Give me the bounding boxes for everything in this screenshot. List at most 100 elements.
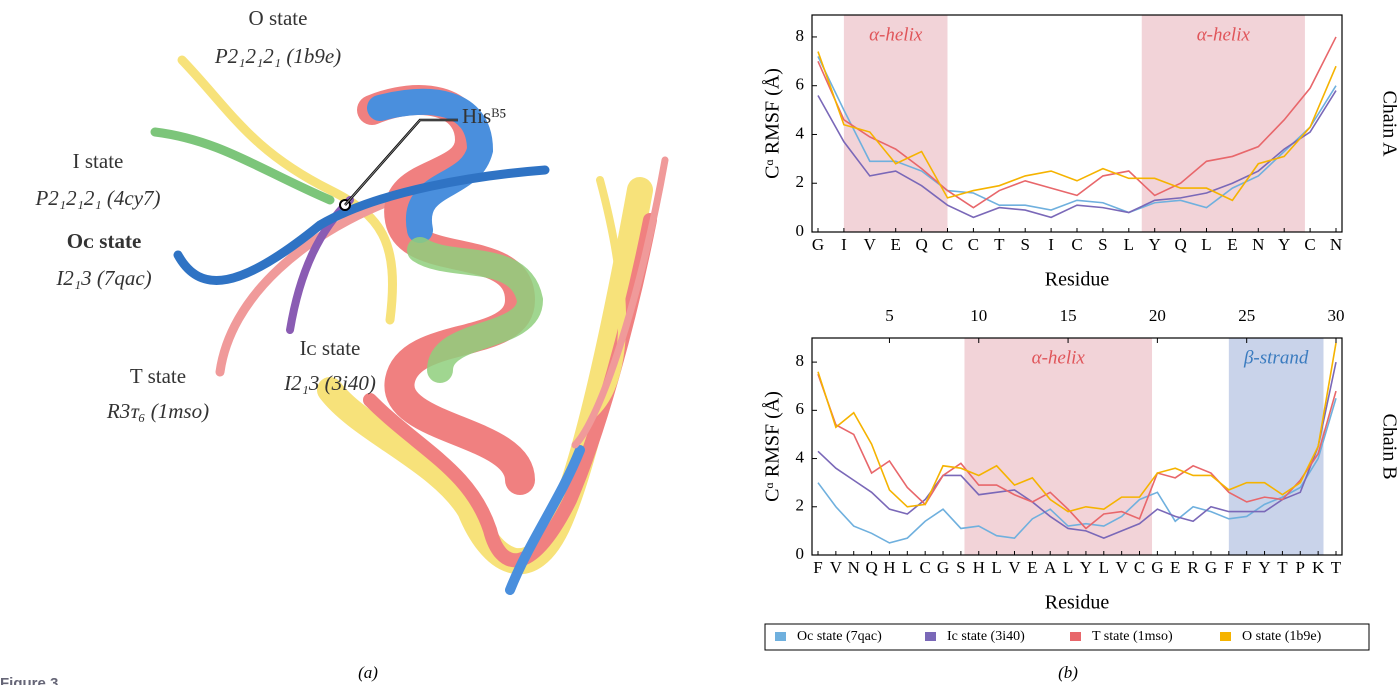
x-tick-label: H bbox=[883, 558, 895, 577]
region bbox=[964, 338, 1153, 555]
x-tick-label: I bbox=[1048, 235, 1054, 254]
figure-caption: Figure 3 bbox=[0, 675, 58, 685]
x-tick-label: E bbox=[891, 235, 901, 254]
x-tick-label: Y bbox=[1080, 558, 1092, 577]
y-tick-label: 8 bbox=[796, 26, 805, 45]
state-label: Iᴄ state bbox=[300, 336, 361, 360]
series-line bbox=[817, 373, 1337, 530]
legend-swatch bbox=[925, 632, 936, 641]
x-tick-label: V bbox=[830, 558, 843, 577]
x2-tick-label: 20 bbox=[1149, 306, 1166, 325]
state-label: Oᴄ state bbox=[67, 229, 142, 253]
protein-render bbox=[150, 55, 669, 595]
x-tick-label: Q bbox=[915, 235, 927, 254]
x2-tick-label: 30 bbox=[1328, 306, 1345, 325]
region-label: α-helix bbox=[1032, 347, 1086, 368]
x-tick-label: L bbox=[1099, 558, 1109, 577]
x-tick-label: C bbox=[1134, 558, 1145, 577]
y-axis-label: Cᵅ RMSF (Å) bbox=[762, 68, 784, 179]
chain-label: Chain B bbox=[1378, 413, 1397, 479]
x-tick-label: V bbox=[864, 235, 877, 254]
region-label: β-strand bbox=[1243, 347, 1309, 368]
x-tick-label: C bbox=[920, 558, 931, 577]
y-tick-label: 6 bbox=[796, 399, 805, 418]
x-tick-label: P bbox=[1296, 558, 1305, 577]
state-label: O state bbox=[249, 6, 308, 30]
legend-swatch bbox=[1220, 632, 1231, 641]
x-tick-label: I bbox=[841, 235, 847, 254]
x-tick-label: C bbox=[968, 235, 979, 254]
space-group: P2₁2₁2₁ (1b9e) bbox=[214, 44, 341, 68]
x-tick-label: T bbox=[994, 235, 1005, 254]
x2-tick-label: 10 bbox=[970, 306, 987, 325]
y-axis-label: Cᵅ RMSF (Å) bbox=[762, 391, 784, 502]
x-tick-label: K bbox=[1312, 558, 1325, 577]
space-group: I2₁3 (7qac) bbox=[55, 266, 151, 290]
x2-tick-label: 15 bbox=[1060, 306, 1077, 325]
y-tick-label: 2 bbox=[796, 172, 805, 191]
series-line bbox=[817, 398, 1337, 544]
legend-label: Oc state (7qac) bbox=[797, 629, 882, 644]
x-tick-label: H bbox=[973, 558, 985, 577]
series-line bbox=[817, 342, 1337, 513]
legend-box bbox=[764, 623, 1370, 651]
x-tick-label: V bbox=[1116, 558, 1129, 577]
x-tick-label: N bbox=[1252, 235, 1264, 254]
x-tick-label: S bbox=[1020, 235, 1029, 254]
x-tick-label: L bbox=[902, 558, 912, 577]
space-group: R3ᴛ₆ (1mso) bbox=[106, 399, 209, 423]
x-tick-label: S bbox=[956, 558, 965, 577]
x-tick-label: Q bbox=[1174, 235, 1186, 254]
y-tick-label: 0 bbox=[796, 221, 805, 240]
x-tick-label: C bbox=[942, 235, 953, 254]
x-tick-label: T bbox=[1277, 558, 1288, 577]
chain-label: Chain A bbox=[1378, 90, 1397, 157]
x2-tick-label: 25 bbox=[1238, 306, 1255, 325]
space-group: I2₁3 (3i40) bbox=[283, 371, 376, 395]
x-tick-label: L bbox=[991, 558, 1001, 577]
state-label: T state bbox=[130, 364, 186, 388]
x-tick-label: L bbox=[1124, 235, 1134, 254]
x-tick-label: Y bbox=[1258, 558, 1270, 577]
series-line bbox=[817, 36, 1337, 209]
state-label: I state bbox=[73, 149, 124, 173]
y-tick-label: 4 bbox=[796, 123, 805, 142]
x-tick-label: E bbox=[1227, 235, 1237, 254]
series-line bbox=[817, 51, 1337, 202]
y-tick-label: 6 bbox=[796, 75, 805, 94]
series-line bbox=[817, 56, 1337, 214]
x-tick-label: G bbox=[1205, 558, 1217, 577]
legend-label: T state (1mso) bbox=[1092, 629, 1173, 644]
x-tick-label: T bbox=[1331, 558, 1342, 577]
region bbox=[843, 15, 948, 232]
y-tick-label: 0 bbox=[796, 544, 805, 563]
region bbox=[1228, 338, 1324, 555]
x-tick-label: G bbox=[1151, 558, 1163, 577]
x-tick-label: L bbox=[1063, 558, 1073, 577]
x-tick-label: F bbox=[1242, 558, 1251, 577]
x-tick-label: S bbox=[1098, 235, 1107, 254]
x-tick-label: G bbox=[812, 235, 824, 254]
x-tick-label: E bbox=[1027, 558, 1037, 577]
residue-label: Hisᴮ⁵ bbox=[462, 104, 507, 128]
x-tick-label: E bbox=[1170, 558, 1180, 577]
x-tick-label: F bbox=[813, 558, 822, 577]
x-tick-label: Y bbox=[1149, 235, 1161, 254]
region-label: α-helix bbox=[1197, 24, 1251, 45]
space-group: P2₁2₁2₁ (4cy7) bbox=[34, 186, 160, 210]
x-tick-label: L bbox=[1201, 235, 1211, 254]
x-tick-label: Q bbox=[865, 558, 877, 577]
x-tick-label: C bbox=[1304, 235, 1315, 254]
x-tick-label: G bbox=[937, 558, 949, 577]
panel-label: (a) bbox=[358, 663, 378, 682]
x-axis-label: Residue bbox=[1045, 592, 1110, 614]
y-tick-label: 2 bbox=[796, 496, 805, 515]
region-label: α-helix bbox=[869, 24, 923, 45]
series-line bbox=[817, 361, 1337, 539]
x-tick-label: C bbox=[1071, 235, 1082, 254]
x-tick-label: F bbox=[1224, 558, 1233, 577]
x2-tick-label: 5 bbox=[885, 306, 894, 325]
legend-label: O state (1b9e) bbox=[1242, 629, 1322, 644]
x-tick-label: V bbox=[1008, 558, 1021, 577]
